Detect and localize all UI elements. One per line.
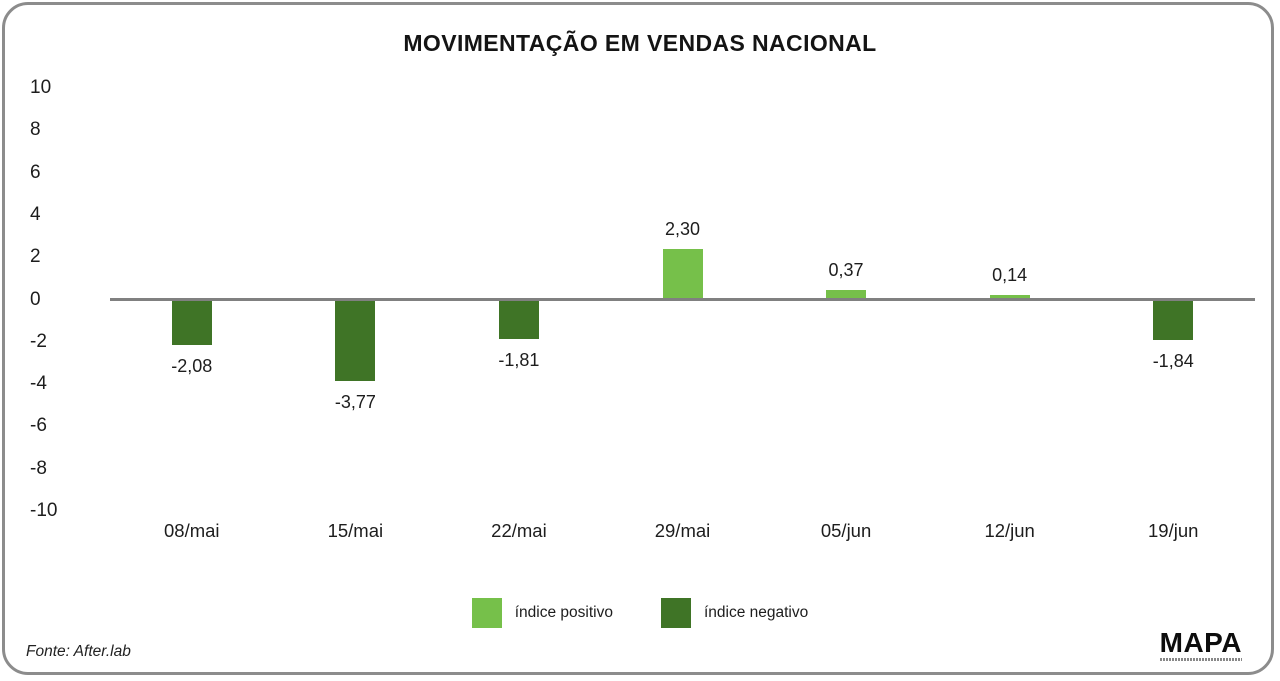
bar-value-label: 0,37 bbox=[828, 260, 864, 281]
bar-05/jun bbox=[826, 290, 867, 298]
bar-29/mai bbox=[662, 249, 703, 298]
mapa-wordmark: MAPA bbox=[1159, 627, 1242, 658]
y-tick-label: 6 bbox=[30, 161, 41, 183]
bar-15/mai bbox=[335, 301, 376, 381]
x-tick-label: 29/mai bbox=[654, 520, 711, 541]
legend-swatch bbox=[471, 598, 502, 628]
y-tick-label: -10 bbox=[30, 500, 58, 521]
mapa-tagline bbox=[1159, 658, 1242, 661]
y-tick-label: 4 bbox=[30, 203, 41, 225]
source-note: Fonte: After.lab bbox=[26, 643, 131, 660]
bar-19/jun bbox=[1153, 301, 1194, 340]
bar-value-label: -1,81 bbox=[498, 350, 540, 371]
y-tick-label: 8 bbox=[30, 119, 41, 141]
chart-title: MOVIMENTAÇÃO EM VENDAS NACIONAL bbox=[403, 30, 877, 56]
bar-value-label: -1,84 bbox=[1152, 350, 1194, 371]
x-tick-label: 15/mai bbox=[327, 520, 384, 541]
bar-12/jun bbox=[989, 295, 1030, 298]
legend-item: índice negativo bbox=[660, 598, 809, 628]
bar-08/mai bbox=[171, 301, 212, 345]
y-tick-label: -8 bbox=[30, 457, 47, 479]
y-tick-label: -2 bbox=[30, 330, 47, 352]
bar-value-label: -2,08 bbox=[171, 355, 213, 376]
bar-value-label: 0,14 bbox=[992, 265, 1028, 286]
x-tick-label: 22/mai bbox=[491, 520, 547, 541]
bar-value-label: 2,30 bbox=[664, 219, 701, 240]
legend-label: índice negativo bbox=[703, 604, 809, 621]
mapa-logo: MAPA bbox=[1160, 629, 1242, 661]
y-tick-label: -4 bbox=[30, 373, 47, 395]
bar-value-label: -3,77 bbox=[334, 391, 376, 412]
legend-swatch bbox=[660, 598, 691, 628]
x-tick-label: 05/jun bbox=[820, 520, 872, 541]
bar-22/mai bbox=[498, 301, 539, 340]
legend-label: índice positivo bbox=[514, 604, 613, 621]
x-tick-label: 08/mai bbox=[164, 520, 220, 541]
y-tick-label: -6 bbox=[30, 415, 47, 437]
legend: índice positivo índice negativo bbox=[0, 598, 1280, 628]
x-tick-label: 12/jun bbox=[984, 520, 1035, 541]
zero-axis-line bbox=[110, 298, 1255, 301]
legend-item: índice positivo bbox=[471, 598, 613, 628]
y-tick-label: 2 bbox=[30, 246, 41, 268]
y-tick-label: 0 bbox=[30, 288, 41, 310]
x-tick-label: 19/jun bbox=[1148, 520, 1199, 541]
y-tick-label: 10 bbox=[30, 77, 52, 98]
